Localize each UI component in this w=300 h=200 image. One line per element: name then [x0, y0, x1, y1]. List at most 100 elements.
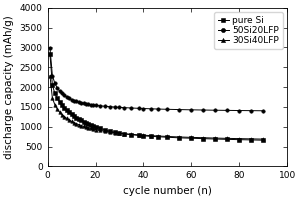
- Line: 30Si40LFP: 30Si40LFP: [48, 74, 265, 141]
- 50Si20LFP: [91, 104, 95, 106]
- 50Si20LFP: [137, 107, 140, 110]
- 30Si40LFP: [67, 119, 71, 121]
- 30Si40LFP: [250, 138, 253, 140]
- 50Si20LFP: [178, 108, 181, 111]
- pure Si: [82, 120, 85, 123]
- 50Si20LFP: [238, 109, 241, 112]
- 50Si20LFP: [48, 47, 52, 49]
- 30Si40LFP: [122, 133, 126, 135]
- pure Si: [98, 127, 102, 130]
- 50Si20LFP: [156, 108, 160, 110]
- 50Si20LFP: [118, 106, 121, 109]
- 50Si20LFP: [53, 82, 57, 84]
- 50Si20LFP: [226, 109, 229, 112]
- 50Si20LFP: [65, 96, 69, 98]
- pure Si: [48, 53, 52, 56]
- 50Si20LFP: [142, 107, 145, 110]
- pure Si: [214, 138, 217, 140]
- pure Si: [113, 131, 116, 133]
- 50Si20LFP: [94, 104, 97, 106]
- pure Si: [67, 111, 71, 114]
- pure Si: [60, 104, 64, 106]
- 30Si40LFP: [137, 134, 140, 136]
- 30Si40LFP: [130, 133, 133, 136]
- X-axis label: cycle number (n): cycle number (n): [123, 186, 212, 196]
- pure Si: [261, 139, 265, 141]
- 50Si20LFP: [82, 102, 85, 105]
- 50Si20LFP: [70, 98, 73, 101]
- 30Si40LFP: [214, 137, 217, 139]
- 30Si40LFP: [156, 135, 160, 137]
- 50Si20LFP: [113, 106, 116, 108]
- pure Si: [51, 84, 54, 86]
- 50Si20LFP: [214, 109, 217, 111]
- 30Si40LFP: [63, 115, 66, 118]
- pure Si: [190, 137, 193, 139]
- pure Si: [72, 115, 76, 117]
- 30Si40LFP: [190, 136, 193, 139]
- pure Si: [86, 123, 90, 125]
- 30Si40LFP: [103, 130, 107, 133]
- 50Si20LFP: [72, 99, 76, 102]
- pure Si: [226, 138, 229, 141]
- pure Si: [103, 129, 107, 131]
- 50Si20LFP: [98, 105, 102, 107]
- 50Si20LFP: [108, 105, 112, 108]
- 50Si20LFP: [84, 103, 88, 105]
- pure Si: [108, 130, 112, 132]
- pure Si: [89, 124, 92, 126]
- 30Si40LFP: [82, 125, 85, 128]
- pure Si: [79, 119, 83, 122]
- 30Si40LFP: [149, 134, 152, 137]
- pure Si: [202, 137, 205, 140]
- 30Si40LFP: [113, 131, 116, 134]
- 30Si40LFP: [226, 137, 229, 140]
- 50Si20LFP: [79, 102, 83, 104]
- Y-axis label: discharge capacity (mAh/g): discharge capacity (mAh/g): [4, 15, 14, 159]
- 30Si40LFP: [166, 135, 169, 138]
- 30Si40LFP: [51, 97, 54, 99]
- pure Si: [250, 139, 253, 141]
- 50Si20LFP: [58, 90, 61, 92]
- 50Si20LFP: [122, 106, 126, 109]
- 50Si20LFP: [67, 97, 71, 100]
- 50Si20LFP: [77, 101, 80, 103]
- 50Si20LFP: [250, 109, 253, 112]
- 30Si40LFP: [178, 136, 181, 138]
- pure Si: [178, 137, 181, 139]
- pure Si: [65, 109, 69, 112]
- 30Si40LFP: [94, 128, 97, 131]
- 30Si40LFP: [91, 128, 95, 130]
- 30Si40LFP: [202, 137, 205, 139]
- 50Si20LFP: [89, 103, 92, 106]
- 30Si40LFP: [65, 117, 69, 120]
- 30Si40LFP: [84, 126, 88, 128]
- pure Si: [84, 122, 88, 124]
- pure Si: [166, 136, 169, 138]
- Legend: pure Si, 50Si20LFP, 30Si40LFP: pure Si, 50Si20LFP, 30Si40LFP: [214, 12, 283, 49]
- 50Si20LFP: [103, 105, 107, 107]
- 30Si40LFP: [86, 127, 90, 129]
- 50Si20LFP: [63, 94, 66, 97]
- 50Si20LFP: [86, 103, 90, 105]
- pure Si: [74, 116, 78, 119]
- 30Si40LFP: [261, 138, 265, 140]
- pure Si: [156, 136, 160, 138]
- Line: pure Si: pure Si: [48, 53, 265, 142]
- 30Si40LFP: [89, 127, 92, 130]
- 50Si20LFP: [261, 110, 265, 112]
- 30Si40LFP: [79, 124, 83, 127]
- pure Si: [238, 138, 241, 141]
- 50Si20LFP: [166, 108, 169, 111]
- 50Si20LFP: [130, 107, 133, 109]
- pure Si: [142, 135, 145, 137]
- pure Si: [56, 97, 59, 99]
- 30Si40LFP: [118, 132, 121, 134]
- 30Si40LFP: [48, 74, 52, 77]
- 30Si40LFP: [238, 137, 241, 140]
- pure Si: [130, 133, 133, 136]
- 30Si40LFP: [74, 122, 78, 125]
- 30Si40LFP: [98, 129, 102, 132]
- pure Si: [122, 133, 126, 135]
- 30Si40LFP: [53, 103, 57, 106]
